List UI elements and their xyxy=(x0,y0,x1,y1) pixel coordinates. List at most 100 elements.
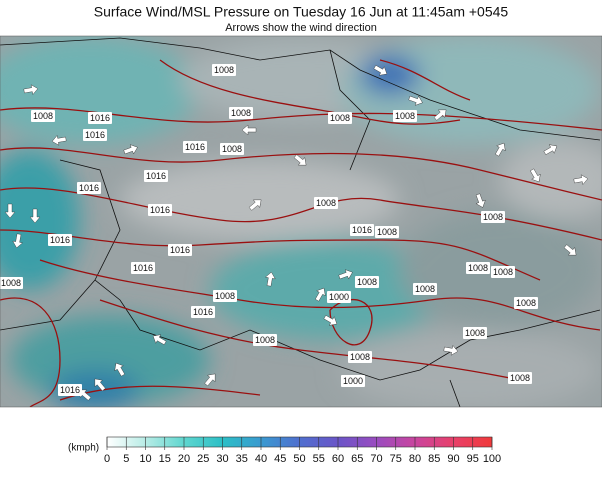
isobar-label: 1016 xyxy=(60,385,80,395)
colorbar-tick-label: 0 xyxy=(104,453,110,465)
wind-arrow xyxy=(563,244,577,256)
wind-arrow xyxy=(475,193,486,208)
isobar-label: 1008 xyxy=(222,144,242,154)
wind-arrow xyxy=(204,373,216,387)
colorbar-tick-label: 30 xyxy=(216,453,228,465)
isobar-label: 1016 xyxy=(352,225,372,235)
wind-arrow xyxy=(94,378,106,392)
isobars xyxy=(0,59,602,407)
isobar-label: 1016 xyxy=(193,307,213,317)
isobar-label: 1016 xyxy=(185,142,205,152)
isobar-label: 1016 xyxy=(85,130,105,140)
isobar-label: 1016 xyxy=(146,171,166,181)
isobar-label: 1008 xyxy=(510,373,530,383)
colorbar-tick-label: 25 xyxy=(197,453,209,465)
isobar-label-box xyxy=(183,141,207,153)
wind-arrow xyxy=(23,84,39,96)
isobar-label: 1008 xyxy=(395,111,415,121)
isobar-label: 1008 xyxy=(516,298,536,308)
wind-arrow xyxy=(338,269,353,280)
isobar-label: 1016 xyxy=(90,113,110,123)
isobar-label: 1016 xyxy=(79,183,99,193)
colorbar-tick-label: 5 xyxy=(123,453,129,465)
isobar-label-box xyxy=(83,129,107,141)
colorbar-tick-label: 90 xyxy=(447,453,459,465)
isobar-label: 1008 xyxy=(215,291,235,301)
wind-arrow xyxy=(443,344,459,356)
isobar-label: 1008 xyxy=(330,113,350,123)
isobar-label-box xyxy=(413,283,437,295)
isobar-label-box xyxy=(58,384,82,396)
isobar-label: 1008 xyxy=(316,198,336,208)
isobar-label-box xyxy=(508,372,532,384)
isobar-label: 1016 xyxy=(50,235,70,245)
isobar-label-box xyxy=(77,182,101,194)
isobar-label-box xyxy=(491,266,515,278)
isobar-label: 1008 xyxy=(415,284,435,294)
isobar-label-box xyxy=(191,306,215,318)
isobar-label: 1008 xyxy=(468,263,488,273)
isobar-label: 1008 xyxy=(483,212,503,222)
title: Surface Wind/MSL Pressure on Tuesday 16 … xyxy=(94,4,509,20)
isobar-label: 1008 xyxy=(357,277,377,287)
colorbar-tick-label: 95 xyxy=(467,453,479,465)
colorbar-tick-label: 50 xyxy=(293,453,305,465)
isobar-label: 1008 xyxy=(255,335,275,345)
colorbar-tick-label: 20 xyxy=(178,453,190,465)
isobar-label-box xyxy=(31,110,55,122)
isobar-label-box xyxy=(327,291,351,303)
isobar-label-box xyxy=(0,277,23,289)
colorbar-ticks: 0 5 10 15 20 25 30 35 40 45 50 55 60 65 70 75 80 85 90 95 10… xyxy=(104,437,501,465)
colorbar-tick-label: 45 xyxy=(274,453,286,465)
isobar-label: 1000 xyxy=(343,376,363,386)
wind-arrow xyxy=(323,314,338,326)
wind-field xyxy=(0,36,602,407)
wind-arrow xyxy=(51,134,67,146)
wind-arrow xyxy=(264,271,276,287)
isobar-label: 1008 xyxy=(377,227,397,237)
wind-arrow xyxy=(433,109,447,121)
isobar-label-box xyxy=(375,226,399,238)
colorbar-tick-label: 15 xyxy=(159,453,171,465)
subtitle: Arrows show the wind direction xyxy=(225,22,377,34)
isobar-label-box xyxy=(131,262,155,274)
colorbar-unit: (kmph) xyxy=(68,443,99,454)
colorbar-tick-label: 55 xyxy=(313,453,325,465)
isobar-label-box xyxy=(48,234,72,246)
colorbar-tick-label: 80 xyxy=(409,453,421,465)
isobar-label-box xyxy=(253,334,277,346)
isobar-label: 1008 xyxy=(493,267,513,277)
colorbar-tick-label: 10 xyxy=(139,453,151,465)
isobar-label: 1000 xyxy=(329,292,349,302)
isobar-label-box xyxy=(514,297,538,309)
borders xyxy=(0,37,601,407)
isobar-label-box xyxy=(314,197,338,209)
wind-arrow xyxy=(123,144,138,155)
colorbar-tick-label: 35 xyxy=(236,453,248,465)
wind-arrow xyxy=(373,64,388,76)
wind-arrow xyxy=(4,203,16,219)
isobar-label: 1008 xyxy=(465,328,485,338)
isobar-label-box xyxy=(341,375,365,387)
isobar-label-box xyxy=(355,276,379,288)
isobar-label-box xyxy=(328,112,352,124)
wind-arrow xyxy=(408,95,423,106)
wind-arrow xyxy=(12,233,24,249)
isobar-label-box xyxy=(350,224,374,236)
isobar-label-box xyxy=(148,204,172,216)
map-frame xyxy=(0,35,602,408)
wind-arrow xyxy=(494,142,506,157)
colorbar-tick-label: 40 xyxy=(255,453,267,465)
isobar-label: 1008 xyxy=(350,352,370,362)
isobar-label: 1016 xyxy=(170,245,190,255)
isobar-label-box xyxy=(348,351,372,363)
colorbar-tick-label: 60 xyxy=(332,453,344,465)
wind-arrow xyxy=(314,287,326,302)
isobar-label: 1008 xyxy=(214,65,234,75)
isobar-label: 1016 xyxy=(150,205,170,215)
wind-arrow xyxy=(543,144,558,156)
wind-arrow xyxy=(529,168,541,183)
wind-arrow xyxy=(573,174,589,186)
